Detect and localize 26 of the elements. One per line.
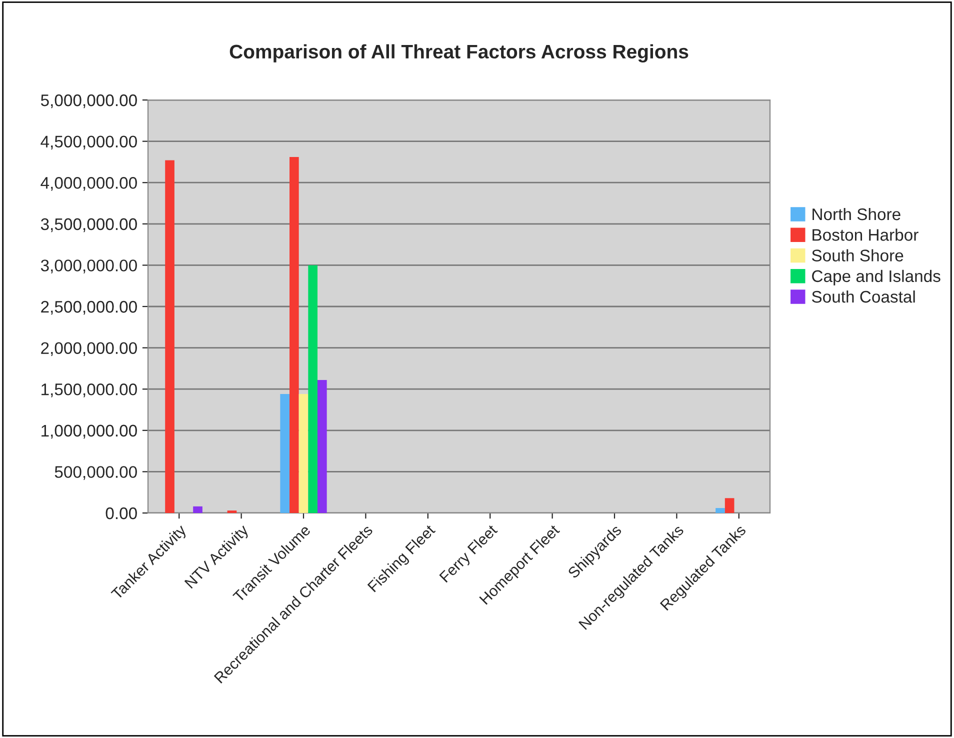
y-tick-label: 0.00 [106,507,137,520]
bar [290,156,299,513]
legend-label: Boston Harbor [812,228,918,241]
legend-label: South Shore [812,249,904,262]
bar [317,380,327,513]
bar [298,394,308,513]
y-tick-label: 4,500,000.00 [40,136,137,150]
y-tick-label: 2,500,000.00 [41,300,137,315]
y-tick-label: 2,000,000.00 [41,342,137,356]
bar [165,160,174,513]
bar [308,265,318,513]
chart-title: Comparison of All Threat Factors Across Regions [230,44,688,62]
bar [193,506,202,513]
y-tick-label: 5,000,000.00 [40,94,137,108]
y-tick-label: 500,000.00 [54,466,137,480]
bar [724,498,734,513]
bar [716,508,725,513]
bar [280,394,290,513]
y-tick-label: 3,500,000.00 [40,218,137,232]
legend-label: North Shore [812,208,900,220]
y-tick-label: 1,500,000.00 [42,384,137,398]
legend-label: South Coastal [812,290,915,303]
y-tick-label: 3,000,000.00 [40,260,137,274]
legend-label: Cape and Islands [812,270,940,286]
y-tick-label: 1,000,000.00 [42,424,137,439]
y-tick-label: 4,000,000.00 [40,177,137,191]
